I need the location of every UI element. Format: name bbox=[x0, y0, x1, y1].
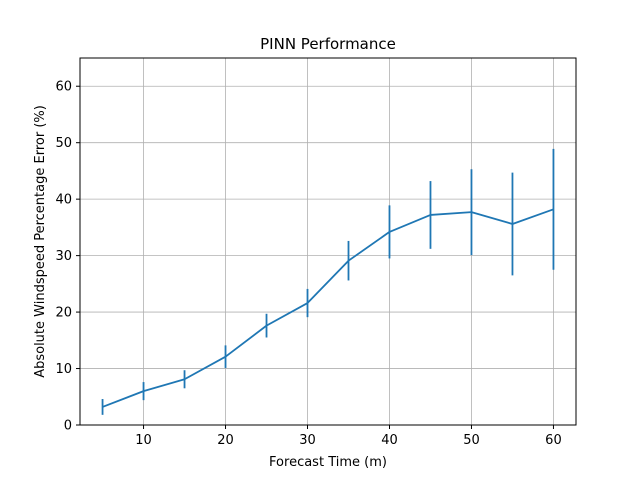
y-tick-label: 50 bbox=[55, 136, 72, 151]
y-tick-label: 30 bbox=[55, 249, 72, 264]
series-layer bbox=[101, 148, 555, 415]
chart-title: PINN Performance bbox=[260, 35, 396, 53]
ticks: 10 20 30 40 50 60 0 10 20 30 40 50 60 bbox=[55, 80, 561, 448]
series-line bbox=[102, 208, 554, 408]
x-tick-label: 30 bbox=[299, 433, 316, 448]
plot-area-frame bbox=[79, 57, 577, 426]
y-tick-label: 10 bbox=[55, 362, 72, 377]
y-axis-label: Absolute Windspeed Percentage Error (%) bbox=[33, 105, 48, 378]
y-tick-label: 0 bbox=[64, 419, 72, 434]
y-tick-label: 40 bbox=[55, 193, 72, 208]
x-tick-label: 20 bbox=[217, 433, 234, 448]
x-tick-label: 10 bbox=[135, 433, 152, 448]
x-tick-label: 60 bbox=[545, 433, 562, 448]
x-tick-label: 50 bbox=[463, 433, 480, 448]
y-tick-label: 60 bbox=[55, 80, 72, 95]
y-tick-label: 20 bbox=[55, 306, 72, 321]
x-tick-label: 40 bbox=[381, 433, 398, 448]
grid bbox=[80, 58, 576, 426]
x-axis-label: Forecast Time (m) bbox=[269, 455, 387, 470]
